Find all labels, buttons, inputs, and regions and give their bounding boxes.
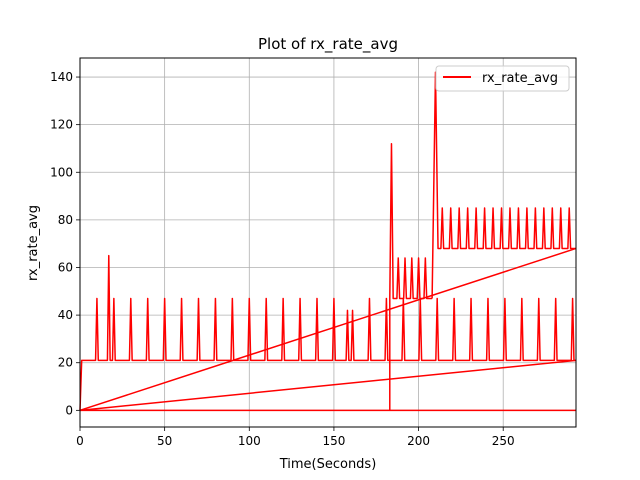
- y-axis-label: rx_rate_avg: [26, 205, 41, 281]
- chart-title: Plot of rx_rate_avg: [258, 35, 398, 54]
- series-line-segment: [79, 247, 577, 412]
- ticks: 0 50 100 150 200 250 0 20 40 60 80 100 120 140: [50, 70, 515, 448]
- series-line-segment: [431, 71, 576, 299]
- y-tick-label: 20: [58, 356, 73, 370]
- legend-box: [435, 65, 570, 92]
- legend: rx_rate_avg: [435, 65, 570, 92]
- y-tick-label: 100: [50, 165, 73, 179]
- y-tick-label: 40: [58, 308, 73, 322]
- series-line-segment: [79, 359, 577, 412]
- x-tick-label: 150: [322, 434, 345, 448]
- y-tick-label: 60: [58, 260, 73, 274]
- legend-label: rx_rate_avg: [482, 71, 558, 86]
- x-tick-label: 250: [492, 434, 515, 448]
- x-tick-label: 100: [238, 434, 261, 448]
- series-rx-rate-avg: [79, 71, 577, 412]
- series-line-segment: [79, 254, 576, 411]
- x-tick-label: 0: [76, 434, 84, 448]
- x-axis-label: Time(Seconds): [279, 457, 377, 472]
- x-tick-label: 50: [157, 434, 172, 448]
- plot-frame: [79, 57, 577, 428]
- y-tick-label: 80: [58, 213, 73, 227]
- x-tick-label: 200: [407, 434, 430, 448]
- y-tick-label: 120: [50, 118, 73, 132]
- y-tick-label: 140: [50, 70, 73, 84]
- y-tick-label: 0: [65, 403, 73, 417]
